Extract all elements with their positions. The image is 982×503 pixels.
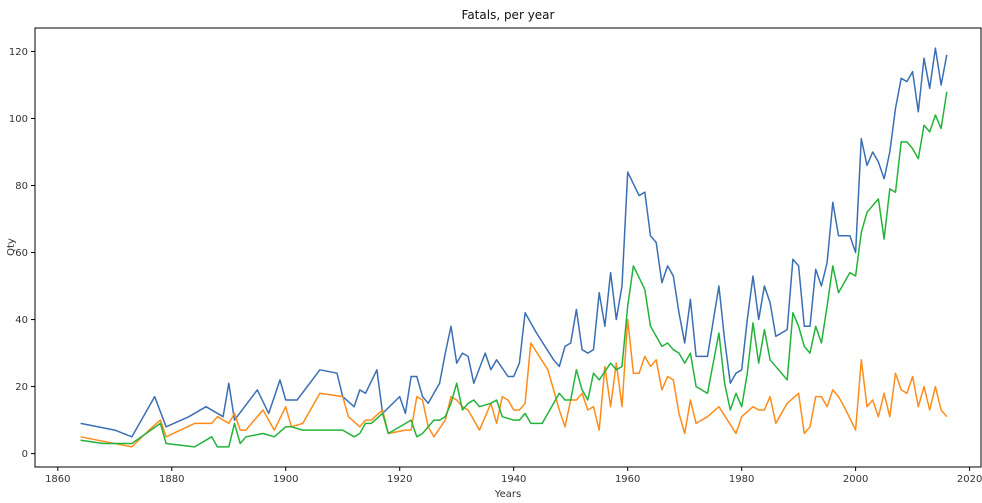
- x-tick-label: 2020: [957, 474, 982, 485]
- y-tick-label: 120: [9, 47, 28, 58]
- y-axis-title: Qty: [6, 238, 17, 256]
- x-tick-label: 1880: [159, 474, 184, 485]
- plot-frame: [34, 27, 982, 468]
- y-tick-label: 100: [9, 114, 28, 125]
- x-tick-label: 1920: [387, 474, 412, 485]
- y-tick-label: 40: [15, 315, 28, 326]
- x-tick-label: 1940: [501, 474, 526, 485]
- chart-title: Fatals, per year: [462, 8, 555, 22]
- y-tick-label: 0: [22, 449, 28, 460]
- x-tick-label: 1960: [615, 474, 640, 485]
- x-tick-label: 1900: [273, 474, 298, 485]
- y-tick-label: 60: [15, 248, 28, 259]
- ticks-layer: 1860 1880 1900 1920 1940 1960 1980 2000 2020 0 20 4…: [9, 47, 982, 485]
- series-line-2: [80, 318, 948, 448]
- x-axis-title: Years: [494, 489, 521, 500]
- y-tick-label: 80: [15, 181, 28, 192]
- x-tick-label: 1860: [45, 474, 70, 485]
- series-layer: [80, 47, 948, 448]
- series-line-1: [80, 47, 948, 438]
- x-tick-label: 2000: [843, 474, 868, 485]
- x-tick-label: 1980: [729, 474, 754, 485]
- series-line-3: [80, 91, 948, 448]
- y-tick-label: 20: [15, 382, 28, 393]
